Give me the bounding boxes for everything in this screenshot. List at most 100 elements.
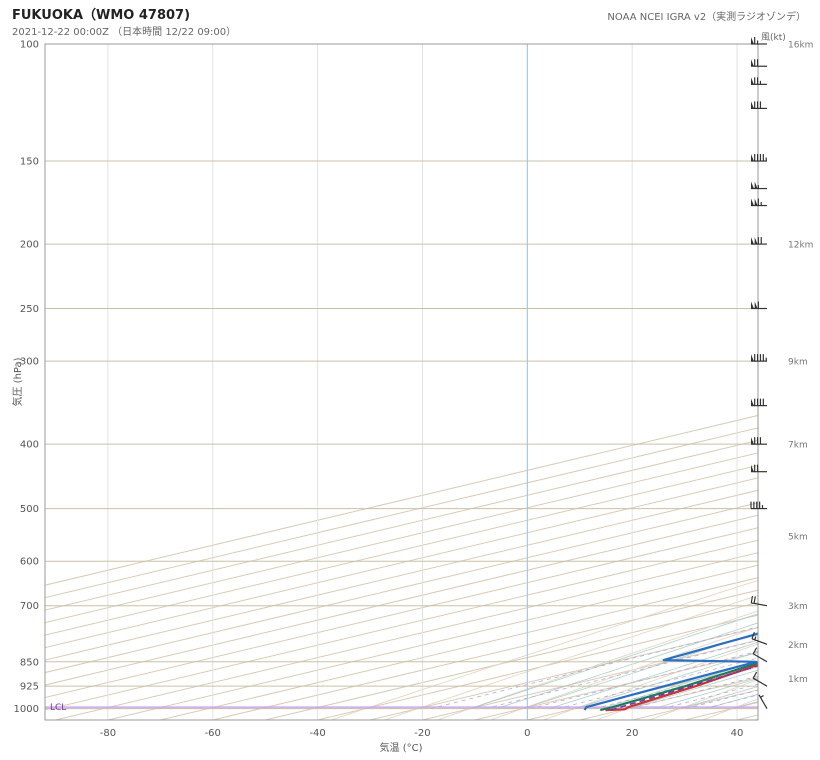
chart-subtitle: 2021-12-22 00:00Z （日本時間 12/22 09:00） [12,27,237,38]
wind-barb [751,632,768,645]
wind-barb-flag [751,464,754,472]
y-tick-label: 100 [20,40,39,51]
isotherm-line [632,689,758,720]
y-tick-label: 1000 [14,704,39,715]
mixing-ratio-line [704,694,758,710]
mixing-ratio-line [685,689,758,710]
moist-adiabat-line [548,641,758,710]
height-label: 1km [788,675,808,685]
isotherm-line [212,589,758,720]
isotherm-line [45,439,758,611]
wind-barb [751,77,767,85]
height-label: 12km [788,241,813,251]
wind-barb [758,694,768,709]
wind-barb-flag [754,198,758,206]
mixing-ratio-line [430,626,758,710]
dry-adiabat-line [490,626,758,720]
wind-barb-flag [751,154,754,162]
dry-adiabat-line [437,610,758,720]
y-tick-label: 250 [20,304,39,315]
isotherm-line [45,414,758,586]
moist-adiabat-line [732,701,758,710]
moist-adiabat-line [574,651,758,710]
lcl-label: LCL [50,703,66,713]
background-lines [45,44,820,720]
wind-barb-flag [751,237,754,245]
isotherm-line [160,577,758,720]
height-label: 2km [788,641,808,651]
x-tick-label: -60 [205,728,221,739]
dry-adiabat-line [331,579,758,720]
wind-barb [751,181,767,190]
isotherm-line [45,452,758,624]
wind-barb [750,595,768,607]
isotherm-line [107,564,758,720]
wind-barb [751,37,767,45]
dry-adiabat-line [384,594,758,720]
isotherm-line [684,702,758,720]
wind-barb [752,671,768,687]
y-tick-label: 600 [20,557,39,568]
wind-barb [751,101,767,110]
isotherm-line [45,502,758,674]
y-tick-label: 925 [20,682,39,693]
isotherm-line [789,44,820,720]
dewpoint-line [600,661,758,712]
wind-barb-full [751,632,755,639]
wind-barb-flag [751,77,754,85]
wind-barb-staff [758,694,768,709]
wind-barb-flag [751,398,754,406]
x-tick-label: -20 [414,728,430,739]
dry-adiabat-line [543,643,758,720]
height-label: 9km [788,358,808,368]
wind-barb-flag [751,37,754,44]
height-label: 5km [788,533,808,543]
isotherm-line [45,527,758,699]
wind-barb-flag [751,181,754,189]
temperature-low-line [583,632,758,711]
wind-unit-label: 風(kt) [761,32,786,43]
isotherm-line [45,514,758,686]
wind-barb-flag [751,198,754,206]
x-tick-label: -80 [100,728,116,739]
wind-barb-flag [754,237,758,245]
mixing-ratio-line [594,666,758,710]
isotherm-line [474,652,758,720]
y-tick-label: 850 [20,657,39,668]
wind-barb-full [753,596,756,604]
wind-barb [751,464,767,473]
chart-title: FUKUOKA（WMO 47807) [12,8,191,23]
dry-adiabat-line [809,44,820,720]
height-label: 16km [788,41,813,51]
wind-barb [751,237,767,245]
isotherm-line [45,464,758,636]
mixing-ratio-line [629,675,758,710]
wind-barb-flag [751,101,754,109]
isotherm-line [317,614,758,720]
wind-barb-flag [751,59,754,67]
dry-adiabat-line [596,660,758,720]
axes: 1001502002503004005006007008509251000-80… [14,40,814,740]
wind-barb [751,198,767,207]
isotherm-line [45,427,758,599]
y-axis-label: 気圧 (hPa) [11,357,24,406]
dry-adiabat-line [755,718,758,720]
isotherm-line [369,627,758,720]
isotherm-line [45,539,758,711]
isotherm-line [45,477,758,649]
wind-barb-flag [751,354,754,362]
moist-adiabat-line [522,631,758,710]
wind-barb-flag [751,437,754,445]
x-tick-label: 20 [626,728,639,739]
height-label: 7km [788,441,808,451]
moist-adiabat-line [679,686,758,710]
wind-barb-full [750,595,754,604]
wind-barb [751,59,767,67]
wind-barb-half [760,695,764,698]
plot-frame [44,43,759,721]
data-source-label: NOAA NCEI IGRA v2（実測ラジオゾンデ） [607,12,806,23]
y-tick-label: 150 [20,157,39,168]
y-tick-label: 500 [20,504,39,515]
x-tick-label: 0 [524,728,530,739]
y-tick-label: 200 [20,240,39,251]
